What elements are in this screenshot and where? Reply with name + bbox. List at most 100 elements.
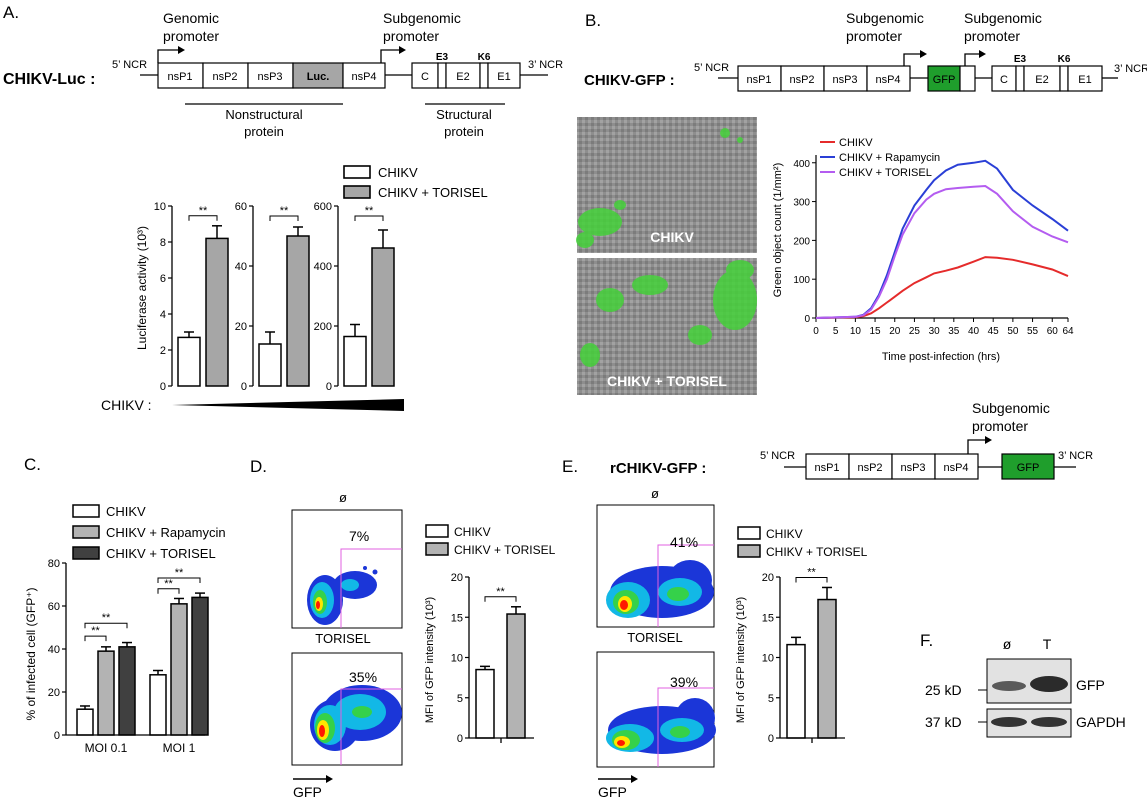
y-tick-label: 10: [154, 201, 166, 213]
gene-label: C: [421, 71, 429, 83]
y-tick-label: 10: [451, 653, 463, 665]
flow-label-control: ø: [339, 490, 347, 505]
y-tick-label: 15: [762, 612, 774, 624]
legend-swatch: [737, 544, 761, 558]
x-tick-label: 0: [813, 326, 819, 337]
y-tick-label: 4: [160, 309, 166, 321]
gene-label: nsP1: [746, 74, 771, 86]
band-label: GFP: [1076, 677, 1105, 693]
gene-box-e1: [487, 62, 521, 89]
x-tick-label: 30: [929, 326, 941, 337]
legend-label: CHIKV + Rapamycin: [106, 525, 226, 540]
gene-box-e2: [1023, 65, 1061, 92]
significance-bracket: [157, 577, 201, 584]
legend-label: CHIKV: [106, 504, 146, 519]
gene-box-nsp1: [157, 62, 204, 89]
gene-box-nsp3: [891, 453, 936, 480]
legend-label: CHIKV + TORISEL: [766, 545, 868, 559]
bar: [205, 237, 229, 387]
x-tick-label: 55: [1027, 326, 1039, 337]
panel-f: F. ø T 25 kD 37 kD GFP GAPDH: [920, 631, 1126, 738]
significance-bracket: [84, 635, 107, 642]
flow-density: [606, 560, 714, 618]
band: [992, 681, 1026, 691]
structural-label-1: Structural: [436, 107, 492, 122]
y-tick-label: 8: [160, 237, 166, 249]
gene-label: E2: [456, 71, 469, 83]
gfp-axis-label: GFP: [598, 784, 627, 800]
bar: [371, 247, 395, 387]
panel-e-promoter-1: Subgenomic: [972, 400, 1050, 416]
gate: [340, 688, 402, 765]
panel-d-letter: D.: [250, 457, 267, 476]
marker-label: 25 kD: [925, 682, 962, 698]
significance-bracket: [157, 588, 180, 594]
panel-b-promoter1-2: promoter: [846, 28, 902, 44]
gene-label: nsP1: [814, 462, 839, 474]
series-line: [815, 184, 1069, 319]
y-tick-label: 400: [314, 261, 332, 273]
x-tick-label: 35: [948, 326, 960, 337]
gene-label: nsP3: [832, 74, 857, 86]
gfp-axis-label: GFP: [293, 784, 322, 800]
panel-a-genomic-promoter-1: Genomic: [163, 10, 219, 26]
y-tick-label: 0: [241, 381, 247, 393]
legend-label: CHIKV: [454, 525, 491, 539]
flow-label-torisel: TORISEL: [627, 630, 682, 645]
gene-box-nsp1: [805, 453, 850, 480]
x-tick-label: 15: [870, 326, 882, 337]
lane-label: ø: [1003, 636, 1012, 652]
gene-label: nsP2: [212, 71, 237, 83]
gene-box-nsp4: [866, 65, 911, 92]
subgenomic-promoter-arrow-icon: [903, 53, 920, 66]
gene-label: nsP4: [943, 462, 968, 474]
gene-label: C: [1000, 74, 1008, 86]
significance-label: **: [91, 625, 100, 637]
x-tick-label: 25: [909, 326, 921, 337]
bar: [191, 596, 209, 736]
gene-label: GFP: [1017, 462, 1040, 474]
bar: [118, 646, 136, 736]
panel-b-letter: B.: [585, 11, 601, 30]
bar: [786, 643, 806, 739]
y-axis-label: % of infected cell (GFP⁺): [24, 587, 38, 720]
gate: [657, 687, 714, 767]
y-tick-label: 0: [457, 733, 463, 745]
gene-box-e1: [1067, 65, 1103, 92]
arrowhead-icon: [985, 436, 992, 444]
legend-swatch: [72, 546, 100, 560]
legend-swatch-torisel: [343, 185, 371, 199]
gene-top-label: E3: [436, 52, 449, 63]
arrowhead-icon: [631, 775, 638, 783]
x-tick-label: 50: [1007, 326, 1019, 337]
y-tick-label: 20: [48, 687, 60, 699]
gate: [657, 544, 714, 627]
gate-percent: 7%: [349, 528, 369, 544]
gene-label: GFP: [933, 74, 956, 86]
band-label: GAPDH: [1076, 714, 1126, 730]
micro-label-torisel: CHIKV + TORISEL: [607, 373, 727, 389]
gene-label: Luc.: [307, 71, 330, 83]
bar: [258, 343, 282, 387]
significance-bracket: [795, 576, 828, 583]
arrowhead-icon: [178, 46, 185, 54]
bar: [817, 598, 837, 739]
panel-a: A. Genomic promoter Subgenomic promoter …: [3, 3, 563, 413]
gene-box-gfp: [1001, 453, 1055, 480]
y-tick-label: 0: [160, 381, 166, 393]
subgenomic-promoter-arrow-icon: [964, 53, 979, 66]
significance-label: **: [280, 205, 289, 217]
gene-box-k6: [1059, 65, 1069, 92]
gene-box-e3: [1015, 65, 1025, 92]
significance-label: **: [102, 612, 111, 624]
panel-b-promoter1-1: Subgenomic: [846, 10, 924, 26]
panel-f-letter: F.: [920, 631, 933, 650]
significance-bracket: [84, 622, 128, 629]
lane-label: T: [1043, 636, 1052, 652]
gene-label: nsP3: [900, 462, 925, 474]
significance-label: **: [164, 578, 173, 590]
bar: [506, 613, 526, 739]
legend-label: CHIKV: [378, 165, 418, 180]
